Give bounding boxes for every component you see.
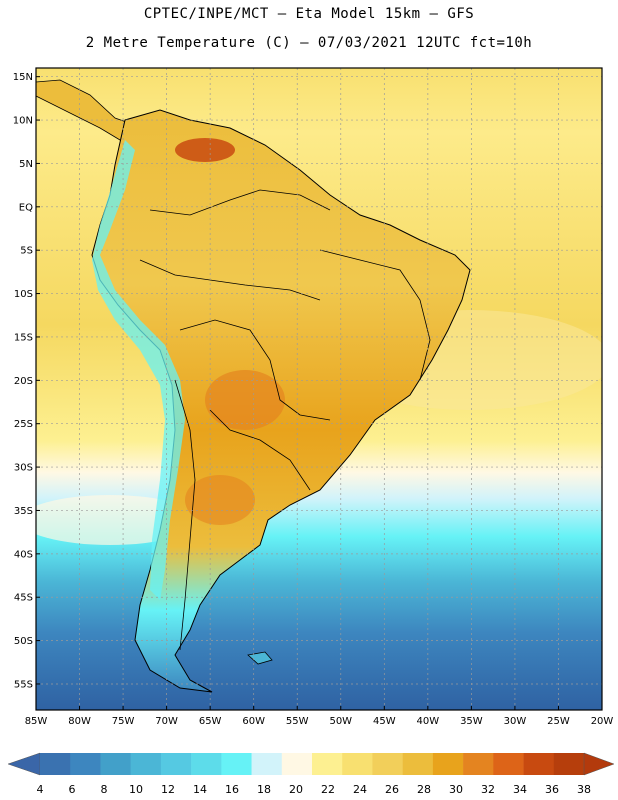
colorbar-label: 10	[129, 783, 143, 796]
andes-cool-zone	[92, 140, 185, 600]
colorbar: 4 6 8 10 12 14 16 18 20 22 24 26 28 30 32 34 36 38	[7, 752, 615, 796]
colorbar-label: 12	[161, 783, 175, 796]
lon-tick-label: 50W	[329, 716, 352, 727]
colorbar-swatch	[432, 753, 464, 775]
colorbar-label: 22	[321, 783, 335, 796]
latitude-labels: 15N 10N 5N EQ 5S 10S 15S 20S 25S 30S 35S 40S 45S 50S 5…	[13, 72, 40, 690]
venezuela-hot-spot	[175, 138, 235, 162]
lat-tick-label: 20S	[14, 376, 33, 387]
amazon-north-border	[149, 189, 331, 216]
colorbar-label: 26	[385, 783, 399, 796]
lat-tick-label: 5S	[20, 246, 33, 257]
colorbar-swatch	[130, 753, 162, 775]
lon-tick-label: 60W	[242, 716, 265, 727]
colorbar-swatch	[221, 753, 252, 775]
colorbar-swatch	[493, 753, 524, 775]
lon-tick-label: 75W	[112, 716, 135, 727]
lat-tick-label: 25S	[14, 419, 33, 430]
bolivia-paraguay-border	[179, 319, 331, 421]
colorbar-label: 28	[417, 783, 431, 796]
lat-tick-label: 10N	[13, 116, 33, 127]
lon-tick-label: 20W	[591, 716, 614, 727]
colorbar-label: 38	[577, 783, 591, 796]
colorbar-swatch	[312, 753, 343, 775]
lat-tick-label: EQ	[19, 202, 33, 213]
colorbar-label: 36	[545, 783, 559, 796]
lat-tick-label: 15N	[13, 72, 33, 83]
colorbar-swatch	[70, 753, 101, 775]
colorbar-swatch	[100, 753, 131, 775]
colorbar-label: 18	[257, 783, 271, 796]
colorbar-swatch	[523, 753, 555, 775]
colorbar-label: 32	[481, 783, 495, 796]
peru-brazil-border	[139, 259, 321, 301]
colorbar-swatch	[251, 753, 283, 775]
colorbar-swatch	[342, 753, 373, 775]
colorbar-label: 8	[101, 783, 108, 796]
colorbar-swatch	[402, 753, 434, 775]
lon-tick-label: 55W	[286, 716, 309, 727]
colorbar-label: 34	[513, 783, 527, 796]
lon-tick-label: 40W	[417, 716, 440, 727]
lat-tick-label: 15S	[14, 332, 33, 343]
lat-tick-label: 5N	[19, 159, 33, 170]
lon-tick-label: 65W	[199, 716, 222, 727]
lon-tick-label: 80W	[68, 716, 91, 727]
falklands	[247, 651, 273, 665]
colorbar-swatch	[160, 753, 192, 775]
lat-tick-label: 50S	[14, 636, 33, 647]
longitude-labels: 85W 80W 75W 70W 65W 60W 55W 50W 45W 40W 35W 30W 25W 2…	[25, 706, 614, 727]
argentina-north-border	[209, 409, 311, 491]
chile-argentina-border	[174, 379, 196, 651]
colorbar-swatch	[553, 753, 585, 775]
colorbar-swatch	[191, 753, 222, 775]
colorbar-label: 16	[225, 783, 239, 796]
colorbar-low-arrow	[7, 752, 41, 776]
lon-tick-label: 35W	[460, 716, 483, 727]
pampas-warm-spot	[185, 475, 255, 525]
colorbar-label: 20	[289, 783, 303, 796]
colorbar-label: 4	[37, 783, 44, 796]
colorbar-label: 6	[69, 783, 76, 796]
colorbar-swatch	[463, 753, 494, 775]
brazil-states-border	[319, 249, 431, 381]
lon-tick-label: 25W	[547, 716, 570, 727]
lon-tick-label: 45W	[373, 716, 396, 727]
colorbar-high-arrow	[583, 752, 615, 776]
lon-tick-label: 85W	[25, 716, 48, 727]
lat-tick-label: 40S	[14, 549, 33, 560]
colorbar-swatch	[40, 753, 71, 775]
lat-tick-label: 30S	[14, 463, 33, 474]
colorbar-label: 24	[353, 783, 367, 796]
colorbar-swatch	[281, 753, 313, 775]
lon-tick-label: 70W	[155, 716, 178, 727]
map-title-line1: CPTEC/INPE/MCT – Eta Model 15km – GFS	[143, 6, 475, 22]
plot-frame	[35, 67, 603, 711]
lon-tick-label: 30W	[504, 716, 527, 727]
colorbar-label: 30	[449, 783, 463, 796]
lat-tick-label: 55S	[14, 679, 33, 690]
map-title-line2: 2 Metre Temperature (C) – 07/03/2021 12U…	[85, 35, 533, 51]
lat-tick-label: 35S	[14, 506, 33, 517]
lat-tick-label: 45S	[14, 593, 33, 604]
lat-tick-label: 10S	[14, 289, 33, 300]
chaco-hot-spot	[205, 370, 285, 430]
colorbar-label: 14	[193, 783, 207, 796]
colorbar-swatch	[372, 753, 403, 775]
